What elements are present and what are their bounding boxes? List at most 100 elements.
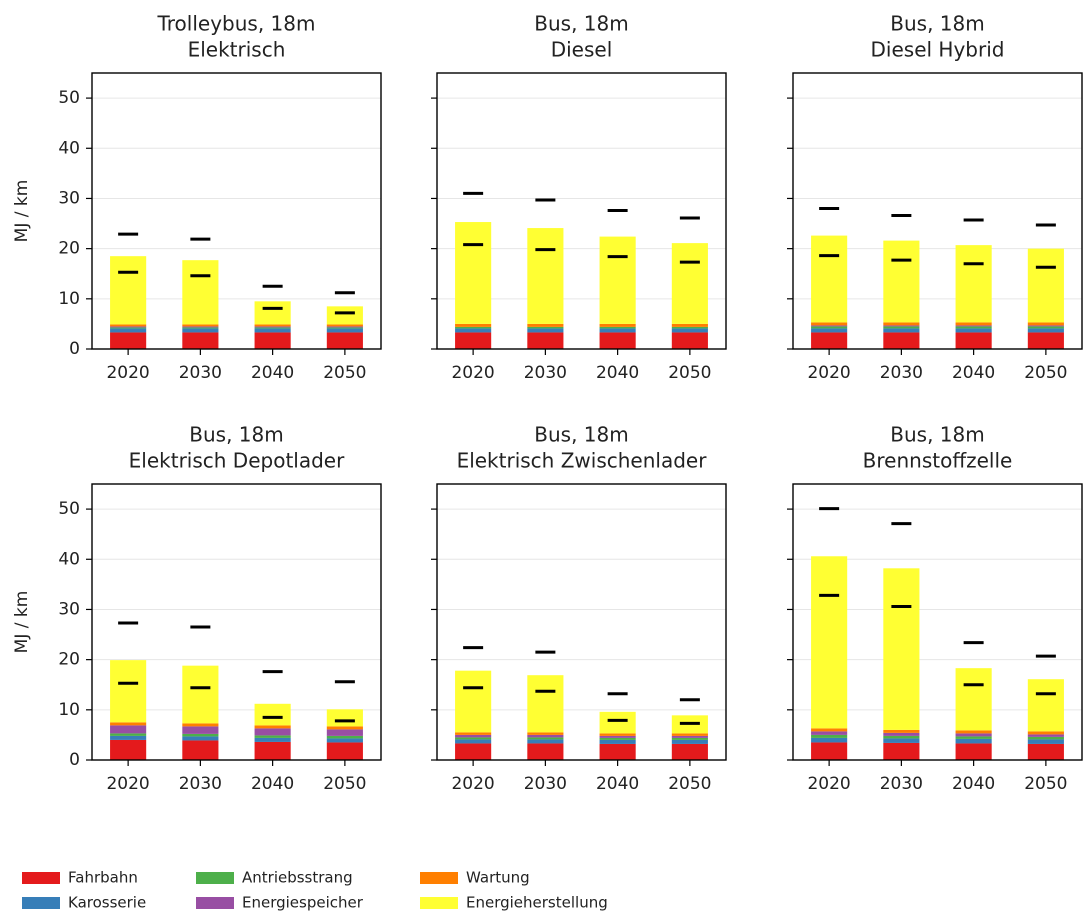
bar-segment <box>599 328 636 333</box>
bar-segment <box>110 733 147 736</box>
x-tick-label: 2020 <box>451 363 494 383</box>
bar-segment <box>811 734 848 738</box>
bar-segment <box>599 743 636 760</box>
x-tick-label: 2020 <box>451 774 494 794</box>
bar-segment <box>811 731 848 735</box>
bar-segment <box>326 332 363 349</box>
x-tick-label: 2020 <box>807 774 850 794</box>
x-tick-label: 2030 <box>179 363 222 383</box>
bar-segment <box>182 665 219 724</box>
bar-segment <box>955 730 992 734</box>
x-tick-label: 2030 <box>880 774 923 794</box>
bar-segment <box>955 332 992 349</box>
bar-segment <box>182 723 219 727</box>
plot-frame <box>792 72 1083 350</box>
bar-segment <box>527 328 564 333</box>
plot-frame <box>436 483 727 761</box>
bar-segment <box>883 742 920 760</box>
bar-segment <box>671 735 708 738</box>
plot-frame <box>91 72 382 350</box>
bar-segment <box>455 737 492 740</box>
bar-segment <box>955 743 992 760</box>
chart-subtitle: Brennstoffzelle <box>863 449 1013 473</box>
bar-segment <box>883 328 920 333</box>
bar-segment <box>182 328 219 333</box>
bar-segment <box>883 332 920 349</box>
bar-segment <box>671 739 708 744</box>
bar-segment <box>811 556 848 729</box>
y-tick-label: 0 <box>69 339 80 359</box>
bar-segment <box>326 306 363 325</box>
x-tick-label: 2040 <box>251 363 294 383</box>
bar-segment <box>455 328 492 333</box>
legend-swatch <box>196 872 234 884</box>
legend-swatch <box>22 872 60 884</box>
bar-segment <box>527 739 564 744</box>
bar-segment <box>182 726 219 734</box>
bar-segment <box>455 734 492 738</box>
bar-segment <box>326 328 363 333</box>
bar-segment <box>254 725 291 729</box>
bar-segment <box>883 568 920 730</box>
bar-segment <box>254 328 291 333</box>
chart-title: Bus, 18m <box>890 423 984 447</box>
bar-segment <box>254 737 291 742</box>
bar-segment <box>955 668 992 731</box>
bar-segment <box>182 736 219 741</box>
chart-subtitle: Diesel Hybrid <box>871 38 1005 62</box>
bar-segment <box>326 324 363 327</box>
bar-segment <box>326 709 363 727</box>
bar-segment <box>955 328 992 333</box>
x-tick-label: 2050 <box>323 774 366 794</box>
x-tick-label: 2020 <box>106 363 149 383</box>
bar-segment <box>455 332 492 349</box>
chart-subtitle: Elektrisch Depotlader <box>129 449 345 473</box>
bar-segment <box>527 675 564 733</box>
bar-segment <box>182 260 219 325</box>
bar-segment <box>254 326 291 328</box>
bar-segment <box>1027 743 1064 760</box>
bar-segment <box>1027 248 1064 323</box>
bar-segment <box>527 734 564 738</box>
bar-segment <box>455 323 492 327</box>
x-tick-label: 2040 <box>596 774 639 794</box>
bar-segment <box>599 739 636 744</box>
bar-segment <box>182 740 219 760</box>
bar-segment <box>811 322 848 326</box>
y-tick-label: 10 <box>58 700 80 720</box>
bar-segment <box>455 743 492 760</box>
x-tick-label: 2040 <box>596 363 639 383</box>
legend-label: Karosserie <box>68 894 146 912</box>
x-tick-label: 2040 <box>251 774 294 794</box>
bar-segment <box>182 332 219 349</box>
bar-segment <box>955 326 992 329</box>
bar-segment <box>455 670 492 733</box>
bar-segment <box>110 725 147 734</box>
bar-segment <box>883 735 920 739</box>
bar-segment <box>599 733 636 736</box>
bar-segment <box>671 328 708 333</box>
legend-label: Antriebsstrang <box>242 869 353 887</box>
bar-segment <box>326 726 363 730</box>
bar-segment <box>955 322 992 326</box>
y-tick-label: 20 <box>58 239 80 259</box>
bar-segment <box>326 735 363 739</box>
bar-segment <box>955 325 992 327</box>
x-tick-label: 2030 <box>524 363 567 383</box>
bar-segment <box>811 728 848 732</box>
bar-segment <box>110 660 147 723</box>
bar-segment <box>811 742 848 760</box>
bar-segment <box>883 240 920 323</box>
bar-segment <box>671 323 708 327</box>
bar-segment <box>110 328 147 333</box>
bar-segment <box>1027 332 1064 349</box>
bar-segment <box>671 743 708 760</box>
bar-segment <box>326 738 363 743</box>
chart-title: Bus, 18m <box>189 423 283 447</box>
x-tick-label: 2050 <box>668 774 711 794</box>
chart-title: Bus, 18m <box>534 12 628 36</box>
bar-segment <box>1027 734 1064 737</box>
bar-segment <box>527 326 564 329</box>
bar-segment <box>254 703 291 726</box>
x-tick-label: 2050 <box>1024 363 1067 383</box>
